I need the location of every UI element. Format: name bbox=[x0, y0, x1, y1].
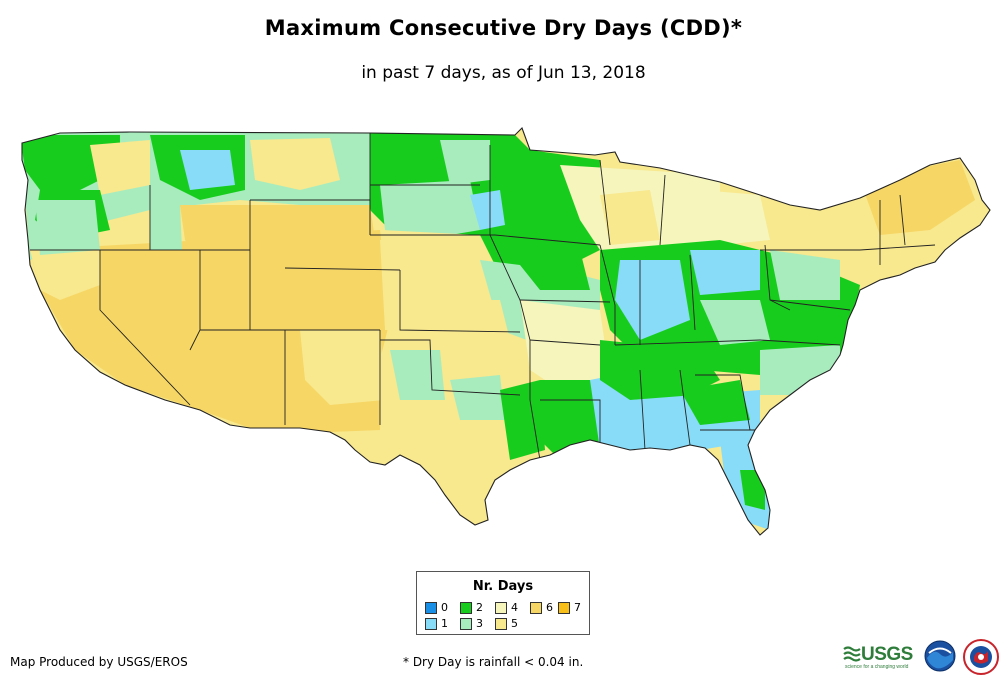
legend-swatch bbox=[558, 602, 570, 614]
state-borders bbox=[30, 133, 936, 461]
legend-swatch bbox=[425, 618, 437, 630]
legend-label: 7 bbox=[574, 601, 581, 614]
legend-swatch bbox=[495, 618, 507, 630]
legend-label: 3 bbox=[476, 617, 483, 630]
usgs-wordmark: USGS bbox=[861, 644, 913, 665]
cdd-raster bbox=[22, 128, 990, 535]
legend-swatch bbox=[460, 602, 472, 614]
legend: Nr. Days 0 2 4 6 7 1 3 5 bbox=[416, 571, 590, 635]
usgs-tagline: science for a changing world bbox=[845, 664, 909, 670]
noaa-logo-icon bbox=[924, 640, 956, 672]
usgs-logo: USGS science for a changing world bbox=[843, 644, 919, 670]
dry-day-footnote: * Dry Day is rainfall < 0.04 in. bbox=[403, 655, 584, 669]
legend-label: 1 bbox=[441, 617, 448, 630]
legend-label: 4 bbox=[511, 601, 518, 614]
map-subtitle: in past 7 days, as of Jun 13, 2018 bbox=[361, 63, 646, 83]
nws-logo-icon bbox=[963, 639, 999, 675]
legend-swatch bbox=[530, 602, 542, 614]
legend-label: 5 bbox=[511, 617, 518, 630]
legend-swatch bbox=[425, 602, 437, 614]
legend-label: 6 bbox=[546, 601, 553, 614]
legend-label: 0 bbox=[441, 601, 448, 614]
usgs-wave-icon bbox=[843, 646, 861, 662]
legend-title: Nr. Days bbox=[472, 579, 534, 594]
map-credit: Map Produced by USGS/EROS bbox=[10, 655, 188, 669]
legend-swatch bbox=[460, 618, 472, 630]
legend-swatch bbox=[495, 602, 507, 614]
map-title: Maximum Consecutive Dry Days (CDD)* bbox=[264, 16, 743, 40]
legend-label: 2 bbox=[476, 601, 483, 614]
